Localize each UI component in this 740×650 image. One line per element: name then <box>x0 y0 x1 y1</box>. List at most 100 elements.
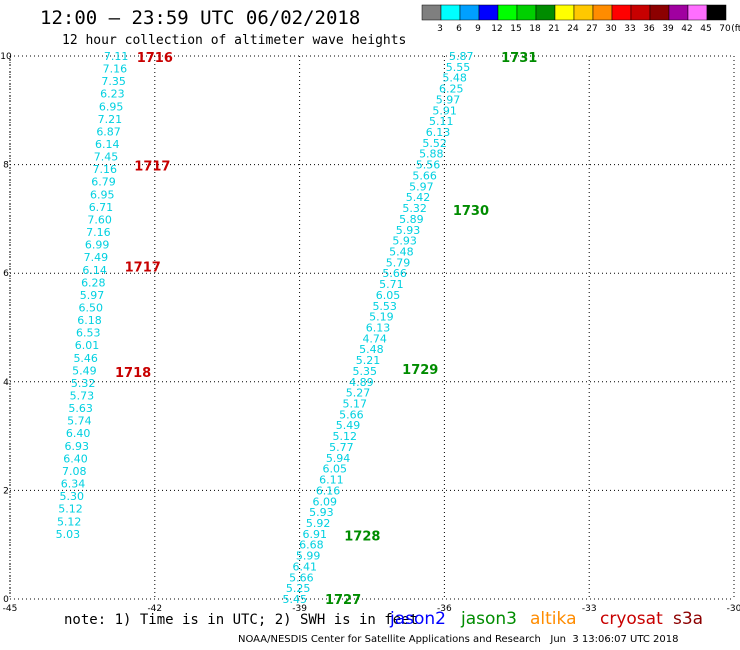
swh-value-label: 6.09 <box>312 495 337 508</box>
swh-value-label: 7.16 <box>103 63 128 76</box>
swh-value-label: 5.97 <box>80 289 105 302</box>
y-tick-label: 10 <box>0 52 12 62</box>
time-label: 1729 <box>402 363 438 378</box>
swh-value-label: 5.48 <box>389 245 414 258</box>
y-tick-label: 4 <box>3 378 9 388</box>
credit-line: NOAA/NESDIS Center for Satellite Applica… <box>238 634 679 645</box>
swh-value-label: 5.56 <box>416 159 441 172</box>
swh-value-label: 6.53 <box>76 327 101 340</box>
swh-value-label: 5.89 <box>399 213 424 226</box>
swh-value-label: 5.66 <box>339 408 364 421</box>
swh-value-label: 5.46 <box>73 352 98 365</box>
swh-value-label: 6.28 <box>81 276 106 289</box>
swh-value-label: 6.95 <box>90 188 115 201</box>
swh-value-label: 5.71 <box>379 278 404 291</box>
colorbar-swatch <box>497 4 518 21</box>
swh-value-label: 6.95 <box>99 100 124 113</box>
swh-value-label: 5.03 <box>56 528 81 541</box>
colorbar-label: 6 <box>456 24 462 34</box>
colorbar-swatch <box>554 4 575 21</box>
colorbar-label: 12 <box>491 24 502 34</box>
swh-value-label: 5.17 <box>342 398 367 411</box>
swh-value-label: 6.50 <box>79 301 104 314</box>
swh-value-label: 5.93 <box>309 506 334 519</box>
swh-value-label: 5.55 <box>446 61 471 74</box>
swh-value-label: 5.99 <box>296 550 321 563</box>
swh-value-label: 5.93 <box>396 224 421 237</box>
swh-value-label: 7.49 <box>84 251 109 264</box>
colorbar-swatch <box>573 4 594 21</box>
colorbar-label: 70 <box>719 24 731 34</box>
colorbar-label: 3 <box>437 24 443 34</box>
colorbar-swatch <box>421 4 442 21</box>
time-label: 1716 <box>137 51 173 66</box>
swh-value-label: 5.32 <box>71 377 96 390</box>
colorbar-label: 24 <box>567 24 579 34</box>
colorbar-label: 30 <box>605 24 617 34</box>
swh-value-label: 5.94 <box>326 452 351 465</box>
colorbar-swatch <box>440 4 461 21</box>
colorbar-swatch <box>649 4 670 21</box>
satellite-tracks: 7.117.167.356.236.957.216.876.147.457.16… <box>56 50 538 608</box>
swh-value-label: 5.48 <box>442 72 467 85</box>
swh-value-label: 5.74 <box>67 415 92 428</box>
swh-value-label: 4.89 <box>349 376 374 389</box>
swh-value-label: 6.16 <box>316 484 341 497</box>
swh-value-label: 5.79 <box>386 256 411 269</box>
swh-value-label: 5.91 <box>432 104 457 117</box>
time-label: 1730 <box>453 204 489 219</box>
colorbar-label: 21 <box>548 24 559 34</box>
swh-value-label: 6.01 <box>75 339 100 352</box>
time-label: 1717 <box>125 261 161 276</box>
swh-value-label: 5.73 <box>70 390 95 403</box>
swh-value-label: 5.12 <box>332 430 357 443</box>
colorbar-label: 33 <box>624 24 635 34</box>
swh-value-label: 6.13 <box>426 126 451 139</box>
swh-value-label: 5.42 <box>406 191 431 204</box>
colorbar-swatch <box>535 4 556 21</box>
swh-value-label: 6.25 <box>439 83 464 96</box>
swh-value-label: 5.97 <box>436 93 461 106</box>
swh-value-label: 6.05 <box>376 289 401 302</box>
swh-value-label: 5.21 <box>356 354 381 367</box>
swh-value-label: 7.60 <box>87 213 112 226</box>
swh-value-label: 5.48 <box>359 343 384 356</box>
colorbar-swatch <box>592 4 613 21</box>
swh-value-label: 6.14 <box>82 264 107 277</box>
time-label: 1731 <box>501 51 537 66</box>
colorbar-label: 27 <box>586 24 597 34</box>
swh-value-label: 6.40 <box>66 427 91 440</box>
swh-value-label: 5.12 <box>58 503 83 516</box>
swh-value-label: 5.35 <box>352 365 377 378</box>
legend-s3a: s3a <box>673 609 704 629</box>
swh-value-label: 5.88 <box>419 148 444 161</box>
swh-value-label: 6.68 <box>299 539 324 552</box>
y-tick-label: 6 <box>3 269 9 279</box>
y-tick-label: 8 <box>3 161 9 171</box>
swh-value-label: 5.63 <box>68 402 93 415</box>
swh-value-label: 5.66 <box>382 267 407 280</box>
swh-value-label: 6.11 <box>319 474 344 487</box>
swh-value-label: 5.66 <box>289 571 314 584</box>
x-tick-label: -42 <box>147 604 162 614</box>
colorbar-swatch <box>668 4 689 21</box>
time-label: 1728 <box>344 529 380 544</box>
swh-value-label: 5.45 <box>283 593 308 606</box>
colorbar-unit: (ft) <box>731 24 740 34</box>
swh-value-label: 6.87 <box>96 125 121 138</box>
colorbar-swatch <box>516 4 537 21</box>
swh-value-label: 6.41 <box>293 560 318 573</box>
swh-value-label: 6.23 <box>100 88 125 101</box>
x-tick-label: -33 <box>582 604 597 614</box>
colorbar-swatch <box>630 4 651 21</box>
swh-value-label: 7.21 <box>98 113 123 126</box>
colorbar-swatch <box>706 4 727 21</box>
swh-value-label: 5.77 <box>329 441 354 454</box>
chart-grid <box>9 55 735 600</box>
swh-value-label: 5.49 <box>336 419 361 432</box>
swh-value-label: 6.91 <box>303 528 328 541</box>
swh-value-label: 5.97 <box>409 180 434 193</box>
units-note: note: 1) Time is in UTC; 2) SWH is in fe… <box>64 612 419 628</box>
